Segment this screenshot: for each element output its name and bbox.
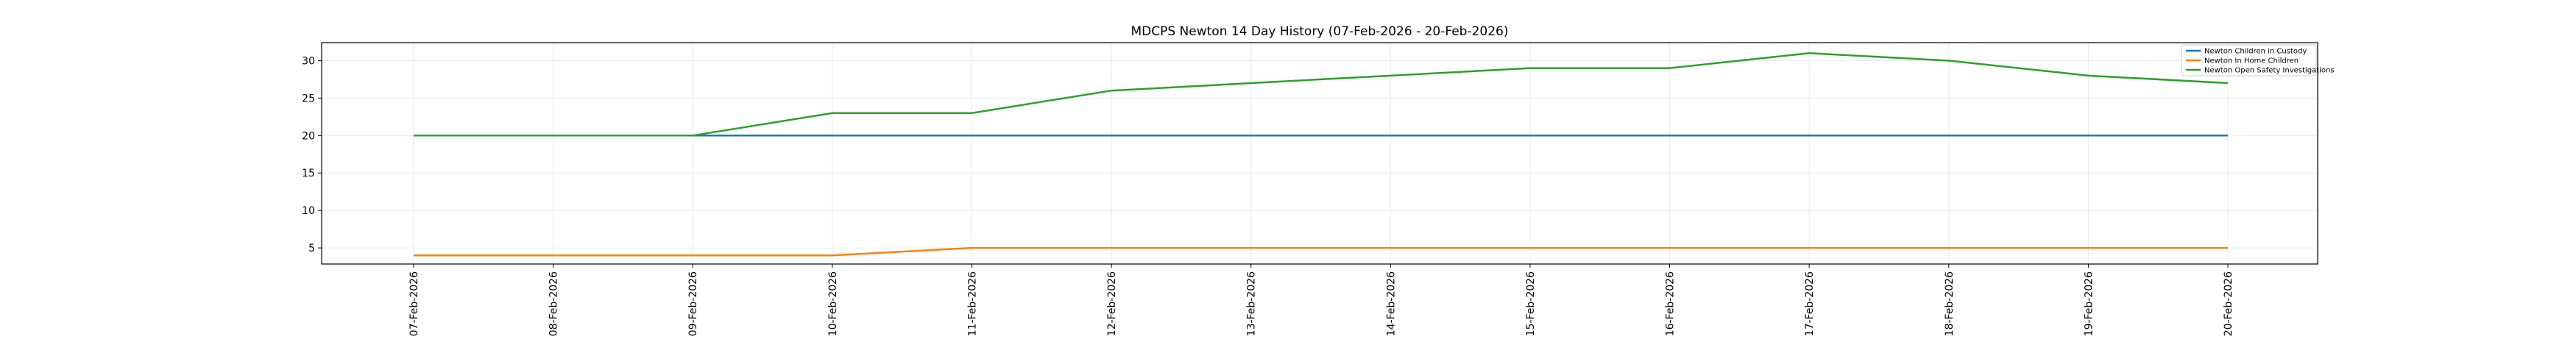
x-axis: 07-Feb-2026 08-Feb-2026 09-Feb-2026 10-Feb-…: [408, 264, 2234, 336]
x-tick-label: 10-Feb-2026: [827, 271, 839, 336]
y-tick-label: 10: [302, 205, 315, 217]
legend-label: Newton Children in Custody: [2204, 48, 2307, 56]
x-tick-label: 07-Feb-2026: [408, 271, 420, 336]
x-tick-label: 19-Feb-2026: [2083, 271, 2095, 336]
x-tick-label: 15-Feb-2026: [1525, 271, 1537, 336]
x-tick-label: 14-Feb-2026: [1385, 271, 1397, 336]
legend-box: [2181, 44, 2317, 76]
y-tick-label: 25: [302, 93, 315, 104]
y-tick-label: 15: [302, 168, 315, 179]
x-tick-label: 09-Feb-2026: [687, 271, 699, 336]
y-axis: 5 10 15 20 25 30: [302, 55, 322, 254]
grid: [322, 43, 2318, 264]
plot-frame: [321, 42, 2318, 265]
y-tick-label: 5: [308, 243, 315, 254]
x-tick-label: 16-Feb-2026: [1665, 271, 1677, 336]
x-tick-label: 11-Feb-2026: [966, 271, 978, 336]
x-tick-label: 17-Feb-2026: [1804, 271, 1816, 336]
series-line-2: [414, 52, 2229, 137]
x-tick-label: 13-Feb-2026: [1246, 271, 1258, 336]
series-line-1: [414, 246, 2228, 257]
legend-label: Newton In Home Children: [2204, 57, 2299, 65]
chart-title: MDCPS Newton 14 Day History (07-Feb-2026…: [1130, 24, 1508, 39]
x-tick-label: 08-Feb-2026: [548, 271, 560, 336]
x-tick-label: 12-Feb-2026: [1106, 271, 1118, 336]
x-tick-label: 20-Feb-2026: [2223, 271, 2234, 336]
series-lines: [414, 52, 2229, 257]
x-tick-label: 18-Feb-2026: [1944, 271, 1956, 336]
legend-label: Newton Open Safety Investigations: [2204, 67, 2335, 75]
y-tick-label: 20: [302, 130, 315, 142]
y-tick-label: 30: [302, 55, 315, 67]
